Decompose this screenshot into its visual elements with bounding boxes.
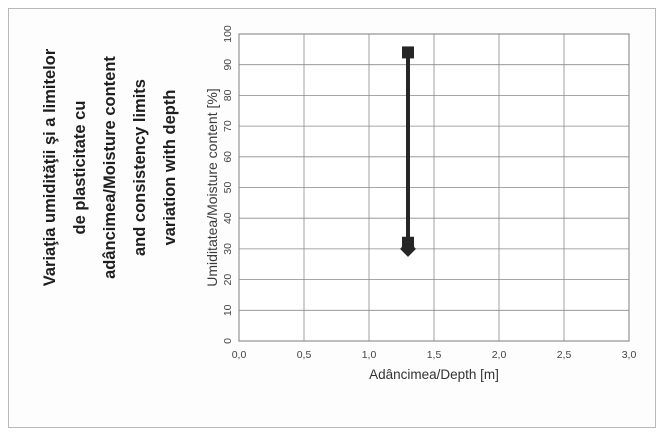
data-point-diamond [400,240,416,257]
title-line: adâncimea/Moisture content [101,56,119,279]
chart-title: Variaţia umidităţii şi a limitelor de pla… [41,48,179,286]
y-tick-label: 10 [222,304,234,316]
x-tick-label: 1,5 [427,349,442,361]
x-tick-label: 2,5 [557,349,572,361]
y-tick-label: 60 [222,151,234,163]
x-axis-title: Adâncimea/Depth [m] [369,367,499,382]
chart-svg: Variaţia umidităţii şi a limitelor de pla… [41,25,637,382]
chart-frame: Variaţia umidităţii şi a limitelor de pla… [8,8,656,428]
x-tick-label: 0,0 [232,349,247,361]
data-point-square [402,46,414,59]
x-tick-label: 3,0 [622,349,637,361]
title-line: variation with depth [161,90,179,246]
x-tick-label: 1,0 [362,349,377,361]
x-tick-labels: 0,0 0,5 1,0 1,5 2,0 2,5 3,0 [232,349,637,361]
x-tick-label: 0,5 [297,349,312,361]
y-tick-label: 0 [222,338,234,344]
y-tick-label: 20 [222,274,234,286]
y-tick-label: 70 [222,120,234,132]
y-tick-label: 40 [222,212,234,224]
x-tick-label: 2,0 [492,349,507,361]
title-line: and consistency limits [131,79,149,256]
y-tick-label: 90 [222,59,234,71]
y-axis-title: Umiditatea/Moisture content [%] [204,88,220,286]
y-tick-labels: 0 10 20 30 40 50 60 70 80 90 100 [222,25,234,344]
series-group [400,46,416,257]
title-line: Variaţia umidităţii şi a limitelor [41,48,59,286]
y-tick-label: 100 [222,25,234,43]
y-tick-label: 80 [222,89,234,101]
title-line: de plasticitate cu [71,101,89,235]
y-tick-label: 50 [222,182,234,194]
grid-lines [238,33,630,342]
y-tick-label: 30 [222,243,234,255]
